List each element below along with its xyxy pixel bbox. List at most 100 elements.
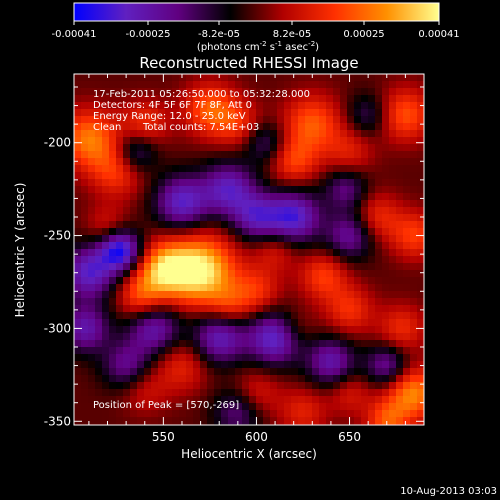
heatmap-cell [305, 305, 313, 313]
heatmap-cell [130, 123, 138, 131]
heatmap-cell [137, 319, 145, 327]
heatmap-cell [130, 312, 138, 320]
heatmap-cell [88, 242, 96, 250]
heatmap-cell [319, 200, 327, 208]
heatmap-cell [270, 116, 278, 124]
heatmap-cell [298, 270, 306, 278]
heatmap-cell [123, 256, 131, 264]
heatmap-cell [109, 312, 117, 320]
heatmap-cell [305, 158, 313, 166]
heatmap-cell [151, 284, 159, 292]
heatmap-cell [235, 326, 243, 334]
heatmap-cell [368, 193, 376, 201]
heatmap-cell [277, 291, 285, 299]
heatmap-cell [81, 389, 89, 397]
heatmap-cell [291, 144, 299, 152]
heatmap-cell [200, 361, 208, 369]
heatmap-cell [291, 221, 299, 229]
heatmap-cell [81, 326, 89, 334]
heatmap-cell [158, 172, 166, 180]
heatmap-cell [319, 81, 327, 89]
heatmap-cell [130, 410, 138, 418]
heatmap-cell [88, 305, 96, 313]
heatmap-cell [221, 403, 229, 411]
heatmap-cell [382, 312, 390, 320]
heatmap-cell [354, 354, 362, 362]
heatmap-cell [263, 235, 271, 243]
heatmap-cell [361, 214, 369, 222]
heatmap-cell [144, 354, 152, 362]
heatmap-cell [200, 186, 208, 194]
heatmap-cell [207, 375, 215, 383]
heatmap-cell [193, 396, 201, 404]
heatmap-cell [249, 312, 257, 320]
heatmap-cell [382, 137, 390, 145]
heatmap-cell [228, 347, 236, 355]
heatmap-cell [228, 284, 236, 292]
heatmap-cell [193, 81, 201, 89]
heatmap-cell [354, 88, 362, 96]
heatmap-cell [109, 319, 117, 327]
heatmap-cell [410, 242, 418, 250]
heatmap-cell [109, 214, 117, 222]
heatmap-cell [207, 340, 215, 348]
heatmap-cell [165, 326, 173, 334]
heatmap-cell [375, 165, 383, 173]
heatmap-cell [305, 81, 313, 89]
heatmap-cell [242, 88, 250, 96]
heatmap-cell [158, 116, 166, 124]
heatmap-cell [74, 389, 82, 397]
heatmap-cell [123, 172, 131, 180]
heatmap-cell [88, 347, 96, 355]
heatmap-cell [410, 109, 418, 117]
heatmap-cell [165, 312, 173, 320]
heatmap-cell [214, 284, 222, 292]
heatmap-cell [368, 186, 376, 194]
heatmap-cell [417, 256, 424, 264]
heatmap-cell [151, 228, 159, 236]
heatmap-cell [368, 200, 376, 208]
heatmap-cell [200, 375, 208, 383]
heatmap-cell [263, 179, 271, 187]
heatmap-cell [298, 277, 306, 285]
heatmap-cell [284, 375, 292, 383]
heatmap-cell [319, 228, 327, 236]
heatmap-cell [221, 137, 229, 145]
heatmap-cell [284, 291, 292, 299]
heatmap-cell [151, 249, 159, 257]
heatmap-cell [74, 200, 82, 208]
heatmap-cell [165, 298, 173, 306]
heatmap-cell [396, 368, 404, 376]
heatmap-cell [221, 263, 229, 271]
heatmap-cell [417, 186, 424, 194]
heatmap-cell [221, 361, 229, 369]
heatmap-cell [361, 284, 369, 292]
heatmap-cell [158, 200, 166, 208]
heatmap-cell [179, 284, 187, 292]
heatmap-cell [284, 130, 292, 138]
heatmap-cell [410, 375, 418, 383]
heatmap-cell [116, 403, 124, 411]
heatmap-cell [291, 417, 299, 425]
heatmap-cell [151, 95, 159, 103]
heatmap-cell [277, 137, 285, 145]
heatmap-cell [242, 193, 250, 201]
heatmap-cell [249, 368, 257, 376]
heatmap-cell [214, 410, 222, 418]
heatmap-cell [291, 354, 299, 362]
heatmap-cell [109, 123, 117, 131]
heatmap-cell [347, 144, 355, 152]
heatmap-cell [249, 389, 257, 397]
heatmap-cell [263, 165, 271, 173]
heatmap-cell [102, 403, 110, 411]
heatmap-cell [333, 130, 341, 138]
heatmap-cell [214, 319, 222, 327]
heatmap-cell [291, 410, 299, 418]
heatmap-cell [298, 102, 306, 110]
heatmap-cell [312, 242, 320, 250]
heatmap-cell [207, 151, 215, 159]
heatmap-cell [333, 179, 341, 187]
heatmap-cell [389, 305, 397, 313]
heatmap-cell [347, 249, 355, 257]
heatmap-cell [305, 151, 313, 159]
